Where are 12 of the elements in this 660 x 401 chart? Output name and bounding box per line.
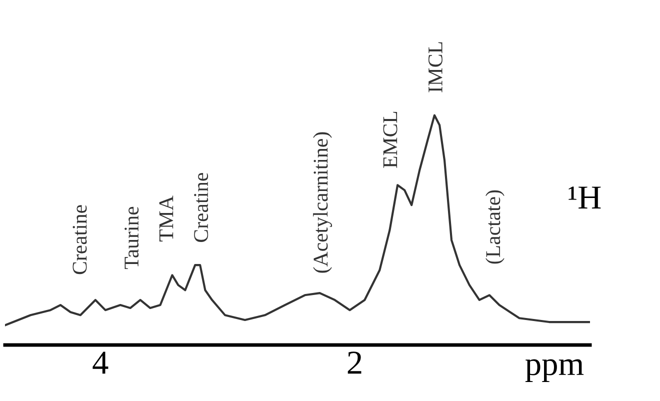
annotation: IMCL (428, 42, 442, 92)
x-axis-title: ppm (525, 359, 584, 382)
annotation: (Lactate) (486, 190, 504, 264)
annotation: Taurine (124, 206, 139, 270)
annotation: (Acetylcarnitine) (313, 132, 332, 273)
annotation: TMA (159, 196, 174, 242)
annotation: EMCL (383, 112, 398, 168)
annotation: Creatine (72, 205, 87, 274)
annotation: ¹H (568, 186, 601, 209)
x-tick-label: 2 (348, 352, 362, 374)
annotation: Creatine (194, 172, 208, 242)
x-tick-label: 4 (92, 352, 108, 374)
